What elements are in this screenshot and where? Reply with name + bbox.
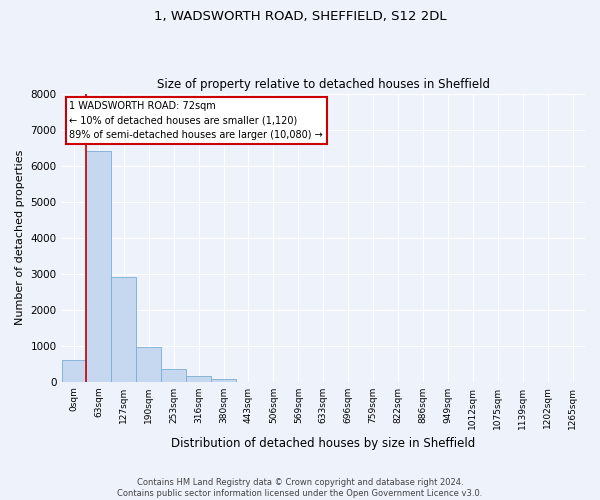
Y-axis label: Number of detached properties: Number of detached properties (15, 150, 25, 326)
Bar (186, 376, 211, 382)
Bar (112, 276, 136, 382)
Bar (136, 347, 161, 382)
Text: 1 WADSWORTH ROAD: 72sqm
← 10% of detached houses are smaller (1,120)
89% of semi: 1 WADSWORTH ROAD: 72sqm ← 10% of detache… (70, 101, 323, 140)
Text: Contains HM Land Registry data © Crown copyright and database right 2024.
Contai: Contains HM Land Registry data © Crown c… (118, 478, 482, 498)
Bar (161, 368, 186, 382)
Bar (211, 379, 236, 382)
Title: Size of property relative to detached houses in Sheffield: Size of property relative to detached ho… (157, 78, 490, 91)
Bar (86, 151, 112, 382)
Bar (62, 360, 86, 382)
X-axis label: Distribution of detached houses by size in Sheffield: Distribution of detached houses by size … (171, 437, 475, 450)
Text: 1, WADSWORTH ROAD, SHEFFIELD, S12 2DL: 1, WADSWORTH ROAD, SHEFFIELD, S12 2DL (154, 10, 446, 23)
